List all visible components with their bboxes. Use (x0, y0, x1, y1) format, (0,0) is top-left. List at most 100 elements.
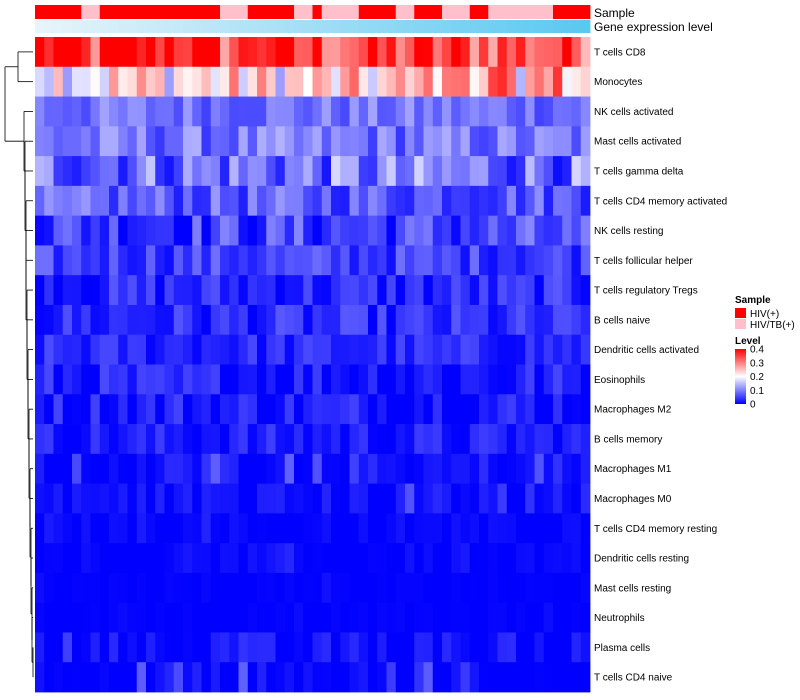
heatmap-cell (460, 185, 471, 217)
heatmap-cell (451, 453, 461, 484)
heatmap-cell (423, 37, 434, 68)
sample-annotation-cell (53, 5, 64, 19)
heatmap-cell (340, 572, 350, 604)
heatmap-cell (368, 245, 378, 276)
heatmap-cell (312, 602, 323, 633)
heatmap-cell (405, 156, 415, 187)
row-label: T cells gamma delta (594, 166, 684, 177)
heatmap-cell (238, 185, 249, 217)
heatmap-cell (109, 334, 119, 365)
heatmap-cell (109, 543, 119, 574)
heatmap-cell (53, 185, 64, 217)
heatmap-cell (303, 483, 313, 514)
heatmap-cell (173, 364, 184, 395)
heatmap-cell (284, 66, 295, 97)
heatmap-cell (395, 364, 406, 395)
heatmap-cell (146, 513, 156, 544)
heatmap-cell (164, 453, 175, 484)
sample-annotation-cell (321, 5, 332, 19)
heatmap-cell (275, 602, 286, 633)
heatmap-cell (35, 66, 45, 97)
heatmap-cell (543, 424, 554, 455)
heatmap-cell (247, 632, 258, 663)
gene-annotation-cell (127, 20, 138, 33)
heatmap-cell (331, 66, 341, 97)
heatmap-cell (451, 96, 461, 127)
heatmap-cell (192, 245, 202, 276)
heatmap-cell (340, 334, 350, 365)
gene-annotation-cell (136, 20, 147, 33)
heatmap-cell (164, 483, 175, 514)
sample-annotation-cell (516, 5, 526, 19)
heatmap-cell (497, 632, 508, 663)
gene-annotation-cell (146, 20, 156, 33)
heatmap-cell (423, 245, 434, 276)
heatmap-cell (543, 394, 554, 425)
heatmap-cell (146, 275, 156, 306)
heatmap-cell (127, 483, 138, 514)
heatmap-cell (35, 632, 45, 663)
heatmap-cell (321, 334, 332, 365)
heatmap-cell (525, 304, 535, 336)
heatmap-cell (386, 543, 397, 574)
heatmap-cell (90, 156, 101, 187)
heatmap-cell (469, 185, 480, 217)
heatmap-cell (136, 572, 147, 604)
heatmap-cell (44, 662, 54, 693)
heatmap-cell (173, 126, 184, 157)
heatmap-cell (349, 513, 360, 544)
heatmap-cell (377, 543, 387, 574)
heatmap-cell (479, 66, 489, 97)
heatmap-cell (516, 632, 526, 663)
heatmap-cell (44, 245, 54, 276)
heatmap-cell (580, 334, 591, 365)
heatmap-cell (506, 364, 517, 395)
row-label: T cells CD4 memory activated (594, 196, 727, 207)
row-label: Mast cells resting (594, 583, 671, 594)
heatmap-cell (210, 632, 221, 663)
heatmap-cell (358, 394, 369, 425)
heatmap-cell (266, 334, 276, 365)
heatmap-cell (525, 96, 535, 127)
heatmap-cell (210, 304, 221, 336)
heatmap-cell (312, 632, 323, 663)
heatmap-cell (294, 215, 304, 246)
heatmap-cell (377, 424, 387, 455)
gene-annotation-cell (257, 20, 267, 33)
heatmap-cell (284, 334, 295, 365)
heatmap-cell (405, 513, 415, 544)
row-label: Macrophages M0 (594, 494, 672, 505)
row-label: Mast cells activated (594, 137, 681, 148)
heatmap-cell (506, 66, 517, 97)
heatmap-cell (395, 662, 406, 693)
heatmap-cell (414, 572, 424, 604)
heatmap-cell (479, 37, 489, 68)
sample-annotation-cell (377, 5, 387, 19)
heatmap-cell (44, 275, 54, 306)
heatmap-cell (377, 334, 387, 365)
heatmap-cell (90, 453, 101, 484)
heatmap-cell (238, 572, 249, 604)
heatmap-cell (386, 632, 397, 663)
row-label: NK cells resting (594, 226, 663, 237)
heatmap-cell (127, 453, 138, 484)
heatmap-cell (497, 304, 508, 336)
heatmap-cell (442, 453, 452, 484)
heatmap-cell (127, 156, 138, 187)
gene-annotation-cell (451, 20, 461, 33)
heatmap-cell (497, 96, 508, 127)
heatmap-cell (127, 275, 138, 306)
heatmap-cell (136, 245, 147, 276)
heatmap-cell (146, 185, 156, 217)
heatmap-cell (312, 394, 323, 425)
row-dendrogram (4, 51, 34, 678)
heatmap-cell (479, 185, 489, 217)
heatmap-cell (386, 662, 397, 693)
heatmap-cell (571, 245, 582, 276)
heatmap-cell (506, 304, 517, 336)
heatmap-cell (442, 66, 452, 97)
heatmap-cell (44, 364, 54, 395)
heatmap-cell (349, 304, 360, 336)
heatmap-cell (192, 453, 202, 484)
heatmap-cell (118, 304, 128, 336)
